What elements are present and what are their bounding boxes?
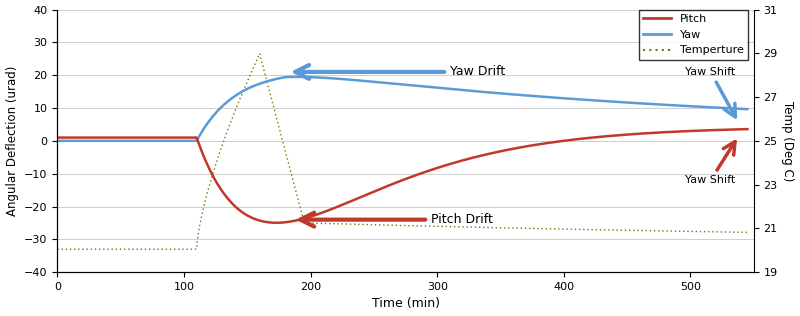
Text: Pitch Drift: Pitch Drift	[300, 213, 493, 227]
Text: Yaw Shift: Yaw Shift	[686, 142, 736, 185]
Text: Yaw Shift: Yaw Shift	[686, 67, 736, 117]
Y-axis label: Temp (Deg C): Temp (Deg C)	[782, 101, 794, 181]
Text: Yaw Drift: Yaw Drift	[295, 65, 505, 79]
Y-axis label: Angular Deflection (urad): Angular Deflection (urad)	[6, 66, 18, 216]
X-axis label: Time (min): Time (min)	[371, 297, 439, 310]
Legend: Pitch, Yaw, Temperture: Pitch, Yaw, Temperture	[639, 10, 748, 60]
